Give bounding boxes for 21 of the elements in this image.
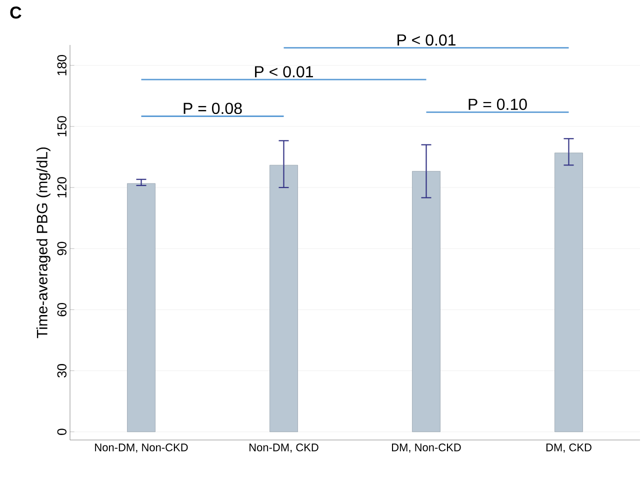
y-tick-label: 60 xyxy=(57,302,66,316)
x-tick-label: Non-DM, Non-CKD xyxy=(95,444,188,453)
y-tick-label: 120 xyxy=(57,177,66,198)
chart-title: C xyxy=(10,6,22,19)
annotation: P = 0.08 xyxy=(184,102,242,114)
y-tick-label: 90 xyxy=(57,242,66,256)
x-tick-label: DM, Non-CKD xyxy=(392,444,461,453)
y-tick-label: 150 xyxy=(57,116,66,136)
bar xyxy=(270,164,298,432)
annotation: P < 0.01 xyxy=(255,66,313,78)
x-tick-label: Non-DM, CKD xyxy=(250,444,318,453)
y-tick-label: 0 xyxy=(57,428,66,435)
annotation: P < 0.01 xyxy=(398,34,456,46)
y-axis-title: Time-averaged PBG (mg/dL) xyxy=(36,147,50,338)
y-tick-label: 180 xyxy=(57,55,66,76)
annotation: P = 0.10 xyxy=(468,98,527,110)
x-tick-label: DM, CKD xyxy=(546,444,592,453)
bar xyxy=(412,171,440,432)
y-tick-label: 30 xyxy=(57,364,66,378)
bar xyxy=(127,183,156,432)
bar xyxy=(554,152,583,432)
